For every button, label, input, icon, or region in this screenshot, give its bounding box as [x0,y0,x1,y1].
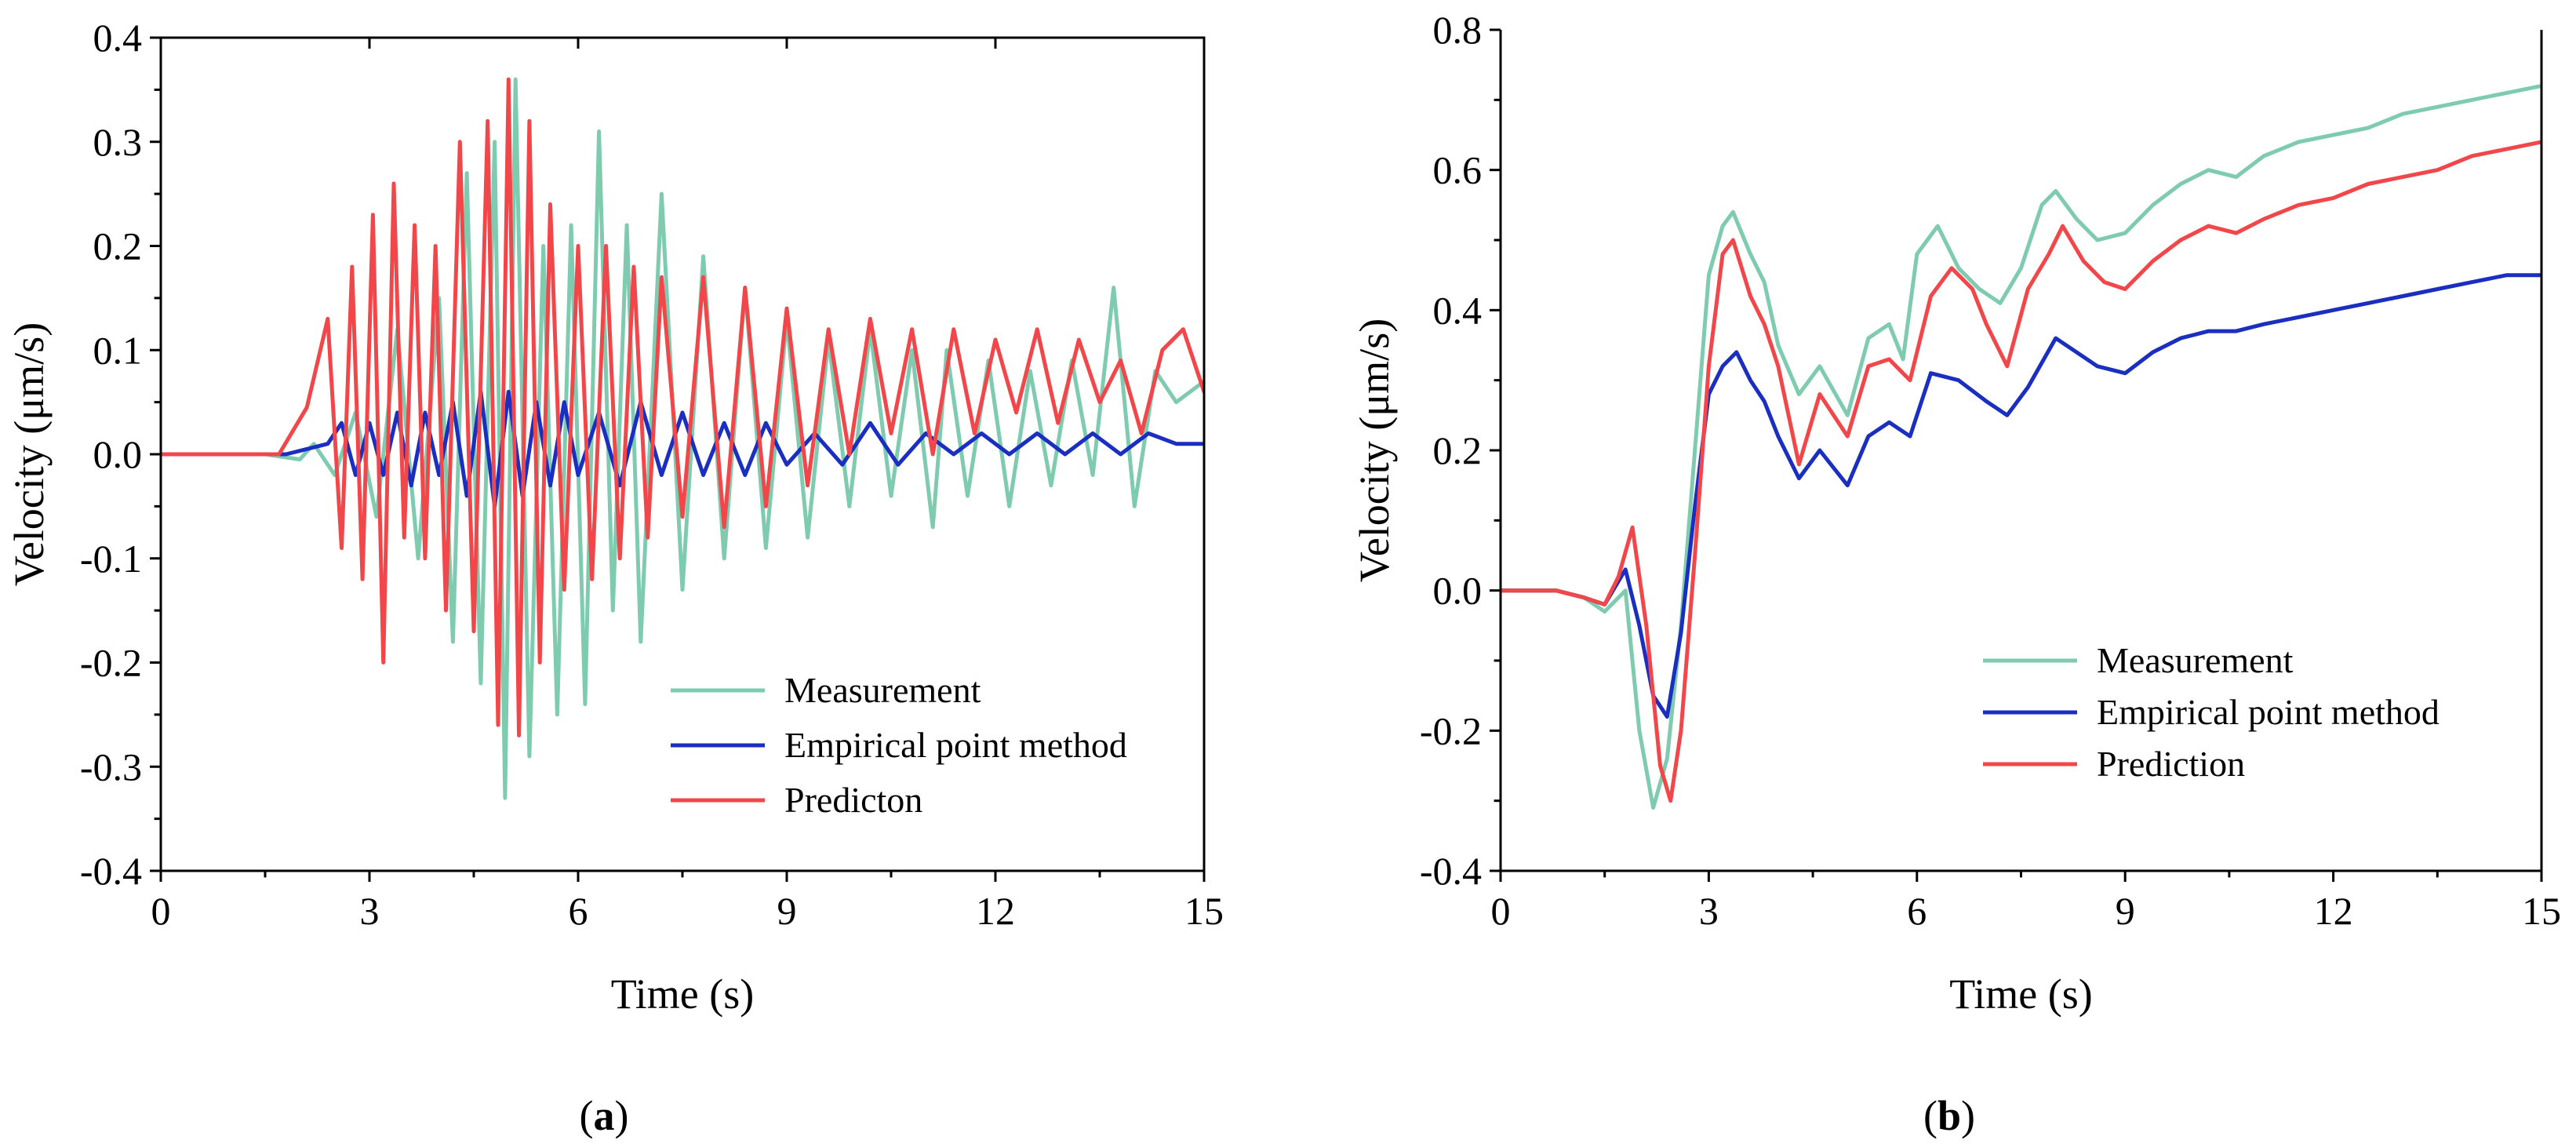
panel-label-letter: b [1937,1092,1961,1139]
legend-label-empirical: Empirical point method [784,725,1127,765]
x-tick-label: 12 [2314,889,2353,933]
ticks [150,36,1206,882]
legend: Measurement Empirical point method Predi… [671,670,1127,820]
series-line-empirical [1501,273,2541,719]
y-axis-title: Velocity (μm/s) [1351,319,1398,582]
y-tick-label: -0.4 [80,849,142,893]
legend-label-prediction: Prediction [2097,744,2245,784]
x-axis-title: Time (s) [1949,970,2093,1018]
legend: Measurement Empirical point method Predi… [1983,640,2440,784]
y-tick-label: 0.0 [1433,569,1483,613]
y-tick-label: -0.2 [80,641,142,685]
y-tick-label: -0.1 [80,537,142,581]
legend-label-measurement: Measurement [2097,640,2294,680]
y-tick-label: 0.2 [1433,428,1483,472]
y-tick-label: -0.4 [1420,849,1482,893]
x-tick-label: 15 [2522,889,2561,933]
x-tick-label: 3 [360,889,380,933]
panel-label: (a) [580,1092,629,1139]
y-tick-labels: -0.4 -0.3 -0.2 -0.1 0.0 0.1 0.2 0.3 0.4 [80,16,142,893]
series-layer [1501,84,2541,810]
legend-label-measurement: Measurement [784,670,981,710]
x-tick-label: 9 [777,889,797,933]
x-tick-label: 12 [976,889,1015,933]
x-tick-labels: 0 3 6 9 12 15 [1491,889,2562,933]
chart-panel-a: -0.4 -0.3 -0.2 -0.1 0.0 0.1 0.2 0.3 0.4 0 3 6 9 12 15… [5,16,1224,1139]
y-tick-label: 0.4 [1433,288,1483,332]
legend-label-prediction: Predicton [784,780,922,820]
series-line-empirical [161,389,1204,508]
series-layer [161,77,1204,800]
x-tick-label: 15 [1184,889,1224,933]
y-tick-labels: -0.4 -0.2 0.0 0.2 0.4 0.6 0.8 [1420,8,1482,893]
y-tick-label: 0.4 [93,16,143,60]
x-tick-label: 6 [569,889,588,933]
x-tick-label: 0 [151,889,171,933]
series-line-prediction [161,77,1204,737]
y-tick-label: 0.1 [93,328,143,372]
panel-label-letter: a [594,1092,615,1139]
y-tick-label: -0.2 [1420,708,1482,752]
y-tick-label: 0.3 [93,120,143,164]
ticks [1490,28,2543,882]
y-tick-label: 0.0 [93,432,143,476]
y-tick-label: 0.6 [1433,148,1483,192]
y-axis-title: Velocity (μm/s) [5,322,53,586]
y-tick-label: 0.2 [93,224,143,268]
series-line-measurement [1501,84,2541,810]
x-tick-label: 0 [1491,889,1511,933]
x-axis-title: Time (s) [611,970,755,1018]
x-tick-label: 9 [2116,889,2135,933]
panel-label: (b) [1923,1092,1975,1139]
y-tick-label: 0.8 [1433,8,1483,52]
series-line-prediction [1501,140,2541,803]
chart-panel-b: -0.4 -0.2 0.0 0.2 0.4 0.6 0.8 0 3 6 9 12 15 Time (s… [1351,8,2561,1139]
y-tick-label: -0.3 [80,745,142,788]
x-tick-label: 6 [1907,889,1927,933]
x-tick-labels: 0 3 6 9 12 15 [151,889,1224,933]
x-tick-label: 3 [1699,889,1719,933]
legend-label-empirical: Empirical point method [2097,692,2440,732]
